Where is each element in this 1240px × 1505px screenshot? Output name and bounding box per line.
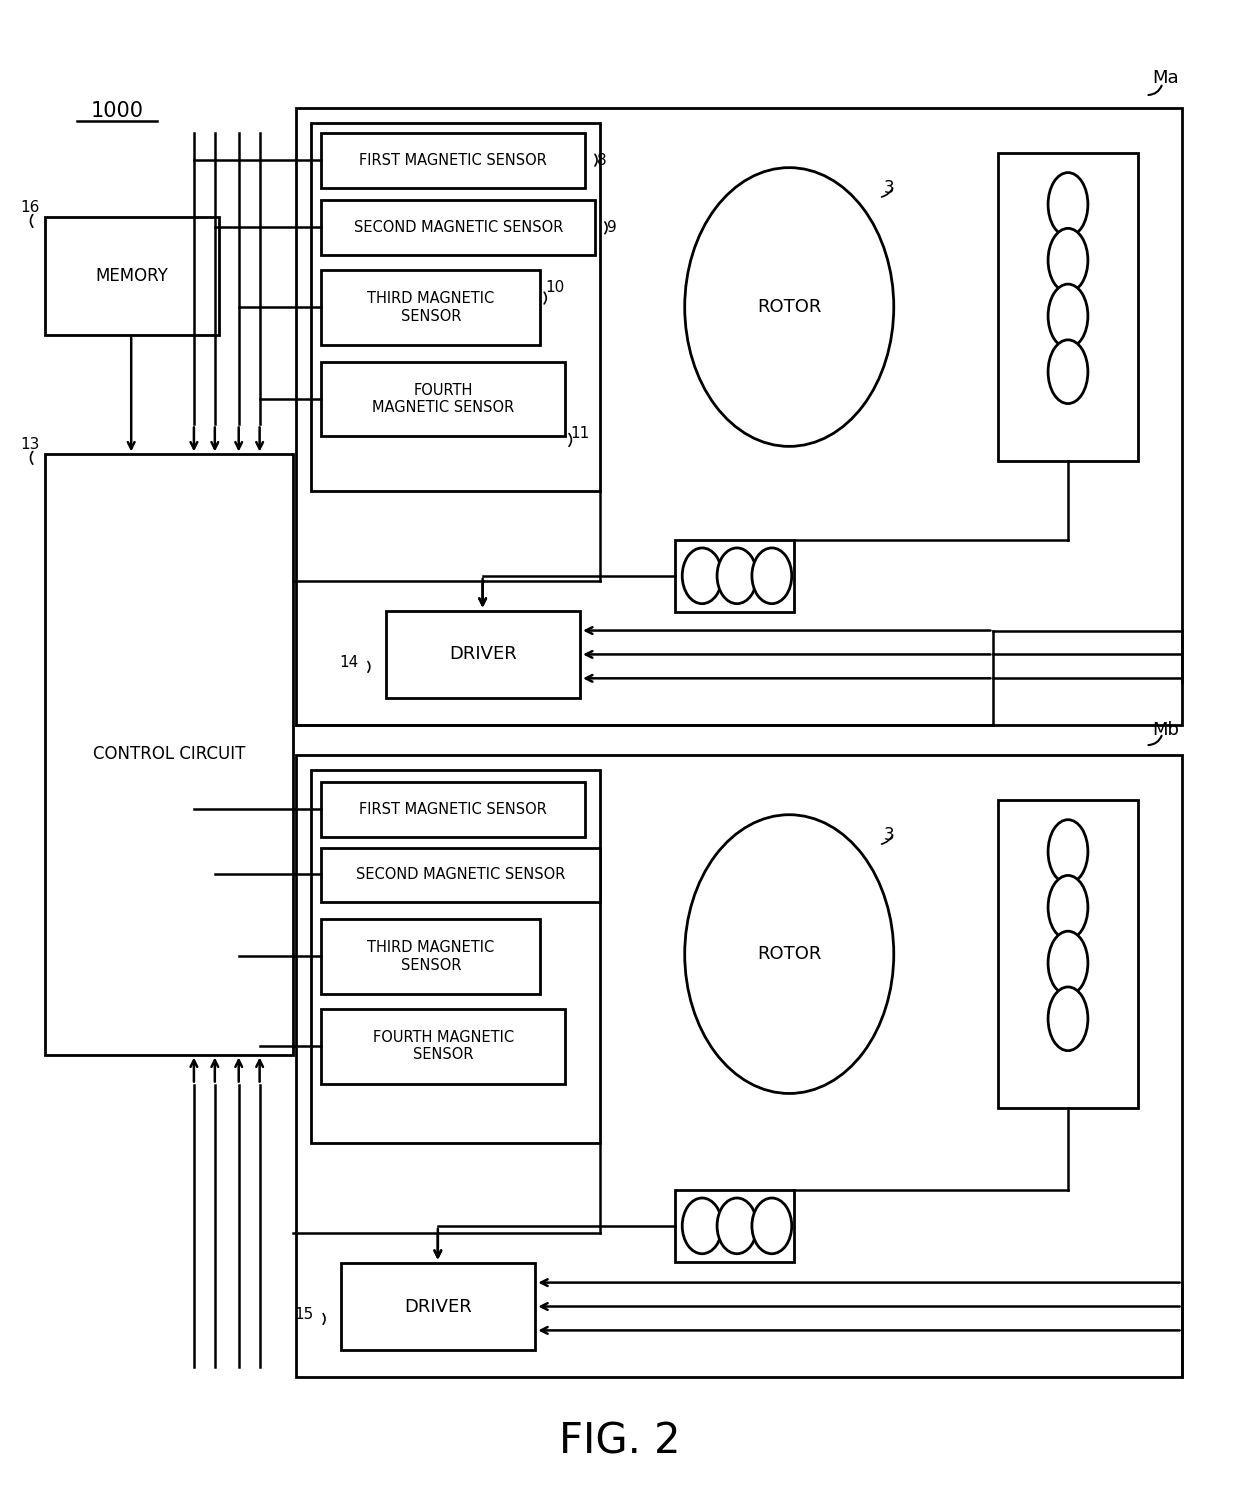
Text: Mb: Mb (1153, 721, 1179, 739)
Ellipse shape (1048, 284, 1087, 348)
Text: FIG. 2: FIG. 2 (559, 1421, 681, 1463)
Text: Ma: Ma (1153, 69, 1179, 87)
Text: MEMORY: MEMORY (95, 268, 169, 284)
Bar (321, 847, 600, 903)
Bar (321, 271, 541, 345)
Text: 13: 13 (20, 436, 40, 452)
Bar (45, 455, 294, 1055)
Text: 1000: 1000 (91, 101, 144, 120)
Ellipse shape (1048, 987, 1087, 1050)
Text: 15: 15 (294, 1306, 314, 1321)
Bar (311, 771, 600, 1144)
Ellipse shape (1048, 820, 1087, 883)
Bar (296, 108, 1183, 725)
Text: 10: 10 (546, 280, 564, 295)
Text: SECOND MAGNETIC SENSOR: SECOND MAGNETIC SENSOR (356, 867, 565, 882)
Text: 9: 9 (608, 220, 616, 235)
Bar (998, 152, 1137, 462)
Text: FIRST MAGNETIC SENSOR: FIRST MAGNETIC SENSOR (360, 152, 547, 167)
Ellipse shape (1048, 876, 1087, 939)
Text: 8: 8 (598, 152, 606, 167)
Text: 3: 3 (884, 179, 894, 197)
Bar (675, 1190, 794, 1261)
Text: 16: 16 (20, 200, 40, 215)
Bar (321, 783, 585, 837)
Text: 11: 11 (570, 426, 589, 441)
Bar (45, 217, 218, 336)
Bar (675, 540, 794, 611)
Text: SECOND MAGNETIC SENSOR: SECOND MAGNETIC SENSOR (353, 220, 563, 235)
Text: DRIVER: DRIVER (404, 1297, 472, 1315)
Ellipse shape (717, 1198, 756, 1254)
Text: FOURTH MAGNETIC
SENSOR: FOURTH MAGNETIC SENSOR (373, 1029, 513, 1063)
Ellipse shape (1048, 173, 1087, 236)
Bar (998, 799, 1137, 1108)
Bar (321, 361, 565, 436)
Text: DRIVER: DRIVER (449, 646, 517, 664)
Text: THIRD MAGNETIC
SENSOR: THIRD MAGNETIC SENSOR (367, 941, 495, 972)
Bar (386, 611, 580, 698)
Bar (296, 756, 1183, 1377)
Text: THIRD MAGNETIC
SENSOR: THIRD MAGNETIC SENSOR (367, 292, 495, 324)
Ellipse shape (717, 548, 756, 604)
Bar (321, 1008, 565, 1084)
Text: ROTOR: ROTOR (758, 298, 821, 316)
Bar (321, 920, 541, 993)
Ellipse shape (684, 167, 894, 447)
Text: CONTROL CIRCUIT: CONTROL CIRCUIT (93, 745, 246, 763)
Ellipse shape (751, 548, 791, 604)
Text: ROTOR: ROTOR (758, 945, 821, 963)
Ellipse shape (751, 1198, 791, 1254)
Ellipse shape (682, 1198, 722, 1254)
Ellipse shape (1048, 340, 1087, 403)
Bar (321, 132, 585, 188)
Ellipse shape (682, 548, 722, 604)
Bar (321, 200, 595, 256)
Ellipse shape (1048, 229, 1087, 292)
Bar (311, 123, 600, 491)
Bar (341, 1263, 536, 1350)
Text: FOURTH
MAGNETIC SENSOR: FOURTH MAGNETIC SENSOR (372, 382, 515, 415)
Text: 3: 3 (884, 826, 894, 844)
Ellipse shape (684, 814, 894, 1094)
Text: FIRST MAGNETIC SENSOR: FIRST MAGNETIC SENSOR (360, 802, 547, 817)
Ellipse shape (1048, 932, 1087, 995)
Text: 14: 14 (339, 655, 358, 670)
